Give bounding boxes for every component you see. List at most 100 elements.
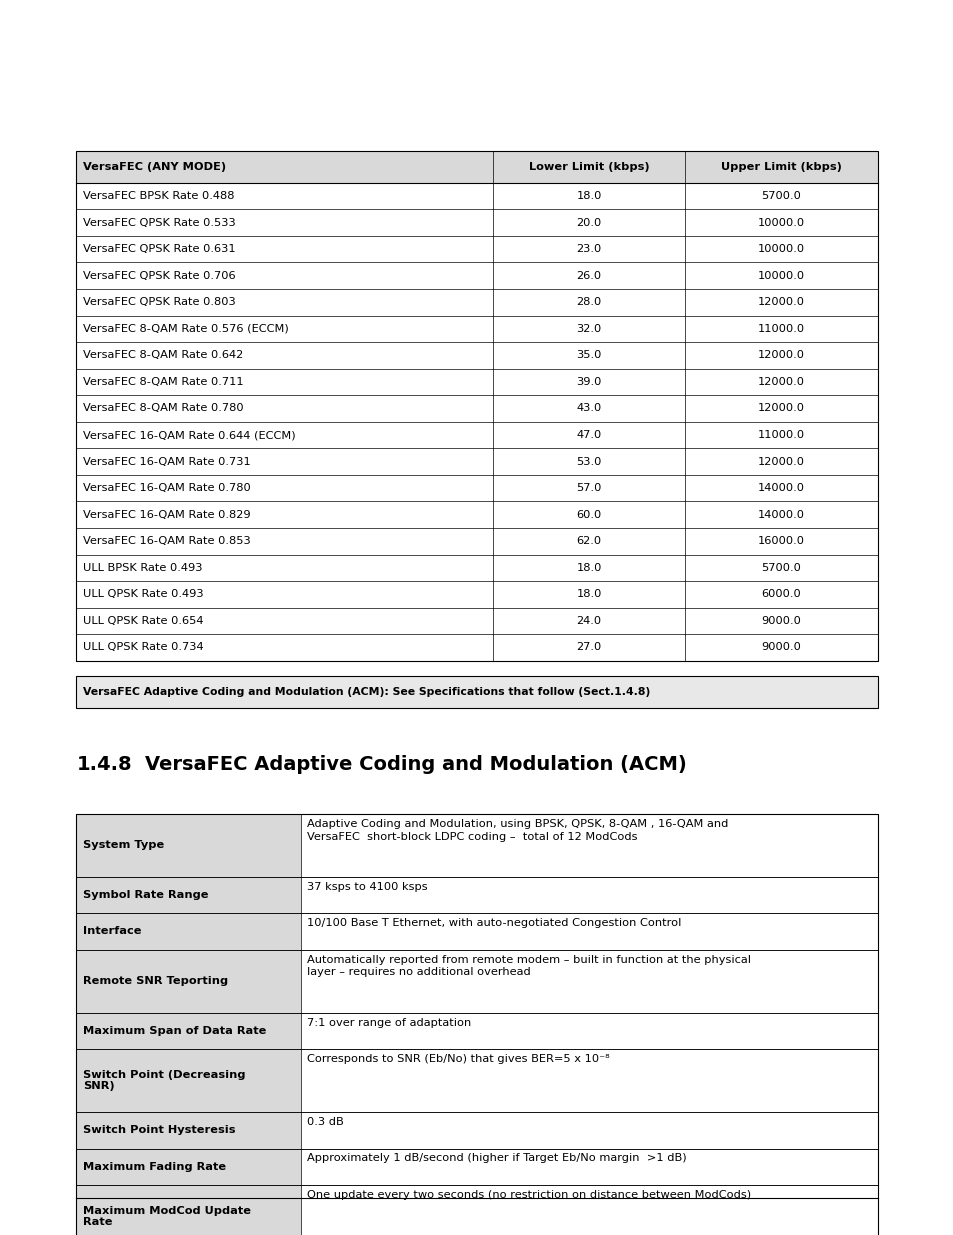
Bar (76, 151, 877, 661)
Text: 9000.0: 9000.0 (760, 616, 801, 626)
Bar (76, 676, 877, 708)
Text: VersaFEC 16-QAM Rate 0.829: VersaFEC 16-QAM Rate 0.829 (83, 510, 251, 520)
Text: VersaFEC QPSK Rate 0.533: VersaFEC QPSK Rate 0.533 (83, 217, 235, 227)
Text: Upper Limit (kbps): Upper Limit (kbps) (720, 162, 841, 172)
Bar (76, 635, 877, 661)
Text: 18.0: 18.0 (576, 563, 601, 573)
Text: Approximately 1 dB/second (higher if Target Eb/No margin  >1 dB): Approximately 1 dB/second (higher if Tar… (307, 1153, 686, 1163)
Text: Interface: Interface (83, 926, 141, 936)
Bar (76, 877, 300, 913)
Bar (76, 608, 877, 635)
Text: 23.0: 23.0 (576, 245, 601, 254)
Text: VersaFEC 16-QAM Rate 0.853: VersaFEC 16-QAM Rate 0.853 (83, 536, 251, 546)
Text: VersaFEC 16-QAM Rate 0.731: VersaFEC 16-QAM Rate 0.731 (83, 457, 251, 467)
Text: ULL QPSK Rate 0.734: ULL QPSK Rate 0.734 (83, 642, 203, 652)
Text: VersaFEC BPSK Rate 0.488: VersaFEC BPSK Rate 0.488 (83, 191, 234, 201)
Bar (76, 1149, 300, 1184)
Text: 39.0: 39.0 (576, 377, 601, 387)
Text: 12000.0: 12000.0 (758, 351, 804, 361)
Text: Maximum Fading Rate: Maximum Fading Rate (83, 1162, 226, 1172)
Text: Symbol Rate Range: Symbol Rate Range (83, 890, 209, 900)
Bar (76, 529, 877, 555)
Text: Maximum Span of Data Rate: Maximum Span of Data Rate (83, 1026, 266, 1036)
Bar (76, 342, 877, 369)
Text: 16000.0: 16000.0 (758, 536, 804, 546)
Text: One update every two seconds (no restriction on distance between ModCods): One update every two seconds (no restric… (307, 1191, 751, 1200)
Text: 57.0: 57.0 (576, 483, 601, 493)
Bar (300, 1050, 877, 1112)
Text: 18.0: 18.0 (576, 191, 601, 201)
Text: 26.0: 26.0 (576, 270, 601, 280)
Bar (76, 1186, 300, 1235)
Bar (76, 580, 877, 608)
Text: 20.0: 20.0 (576, 217, 601, 227)
Text: VersaFEC (ANY MODE): VersaFEC (ANY MODE) (83, 162, 226, 172)
Text: 10000.0: 10000.0 (758, 217, 804, 227)
Text: 10/100 Base T Ethernet, with auto-negotiated Congestion Control: 10/100 Base T Ethernet, with auto-negoti… (307, 918, 681, 929)
Text: 12000.0: 12000.0 (758, 298, 804, 308)
Text: Maximum ModCod Update
Rate: Maximum ModCod Update Rate (83, 1205, 251, 1228)
Text: 62.0: 62.0 (576, 536, 601, 546)
Text: VersaFEC 16-QAM Rate 0.780: VersaFEC 16-QAM Rate 0.780 (83, 483, 251, 493)
Bar (76, 236, 877, 263)
Text: 12000.0: 12000.0 (758, 404, 804, 414)
Bar (76, 475, 877, 501)
Text: 37 ksps to 4100 ksps: 37 ksps to 4100 ksps (307, 882, 428, 892)
Text: 5700.0: 5700.0 (760, 191, 801, 201)
Text: 53.0: 53.0 (576, 457, 601, 467)
Text: 14000.0: 14000.0 (758, 483, 804, 493)
Bar (76, 1013, 300, 1049)
Text: 11000.0: 11000.0 (758, 324, 804, 333)
Text: VersaFEC QPSK Rate 0.631: VersaFEC QPSK Rate 0.631 (83, 245, 235, 254)
Text: VersaFEC Adaptive Coding and Modulation (ACM): VersaFEC Adaptive Coding and Modulation … (145, 755, 686, 773)
Text: 24.0: 24.0 (576, 616, 601, 626)
Text: Automatically reported from remote modem – built in function at the physical
lay: Automatically reported from remote modem… (307, 955, 751, 977)
Bar (300, 1013, 877, 1049)
Text: ULL QPSK Rate 0.654: ULL QPSK Rate 0.654 (83, 616, 203, 626)
Bar (76, 950, 300, 1013)
Text: Switch Point Hysteresis: Switch Point Hysteresis (83, 1125, 235, 1135)
Bar (76, 263, 877, 289)
Text: 43.0: 43.0 (576, 404, 601, 414)
Text: 5700.0: 5700.0 (760, 563, 801, 573)
Text: VersaFEC 16-QAM Rate 0.644 (ECCM): VersaFEC 16-QAM Rate 0.644 (ECCM) (83, 430, 295, 440)
Text: Remote SNR Teporting: Remote SNR Teporting (83, 976, 228, 987)
Bar (300, 814, 877, 877)
Bar (300, 1186, 877, 1235)
Text: 7:1 over range of adaptation: 7:1 over range of adaptation (307, 1018, 471, 1028)
Text: 14000.0: 14000.0 (758, 510, 804, 520)
Bar (300, 1112, 877, 1149)
Bar (76, 814, 877, 1235)
Text: System Type: System Type (83, 840, 164, 851)
Text: 11000.0: 11000.0 (758, 430, 804, 440)
Bar (76, 448, 877, 474)
Bar (76, 183, 877, 209)
Bar (76, 368, 877, 395)
Text: 1.4.8: 1.4.8 (76, 755, 132, 773)
Bar (76, 289, 877, 315)
Text: 0.3 dB: 0.3 dB (307, 1116, 344, 1128)
Text: 10000.0: 10000.0 (758, 245, 804, 254)
Text: VersaFEC QPSK Rate 0.706: VersaFEC QPSK Rate 0.706 (83, 270, 235, 280)
Bar (300, 877, 877, 913)
Text: VersaFEC 8-QAM Rate 0.642: VersaFEC 8-QAM Rate 0.642 (83, 351, 243, 361)
Bar (76, 913, 300, 950)
Bar (76, 814, 300, 877)
Text: 27.0: 27.0 (576, 642, 601, 652)
Text: VersaFEC 8-QAM Rate 0.780: VersaFEC 8-QAM Rate 0.780 (83, 404, 243, 414)
Text: 47.0: 47.0 (576, 430, 601, 440)
Text: 60.0: 60.0 (576, 510, 601, 520)
Bar (300, 950, 877, 1013)
Text: Adaptive Coding and Modulation, using BPSK, QPSK, 8-QAM , 16-QAM and
VersaFEC  s: Adaptive Coding and Modulation, using BP… (307, 819, 728, 841)
Bar (76, 1112, 300, 1149)
Bar (76, 209, 877, 236)
Text: 18.0: 18.0 (576, 589, 601, 599)
Text: 6000.0: 6000.0 (760, 589, 801, 599)
Text: 10000.0: 10000.0 (758, 270, 804, 280)
Bar (76, 395, 877, 422)
Text: 12000.0: 12000.0 (758, 377, 804, 387)
Bar (76, 151, 877, 183)
Text: Switch Point (Decreasing
SNR): Switch Point (Decreasing SNR) (83, 1070, 245, 1092)
Bar (76, 422, 877, 448)
Text: VersaFEC 8-QAM Rate 0.711: VersaFEC 8-QAM Rate 0.711 (83, 377, 243, 387)
